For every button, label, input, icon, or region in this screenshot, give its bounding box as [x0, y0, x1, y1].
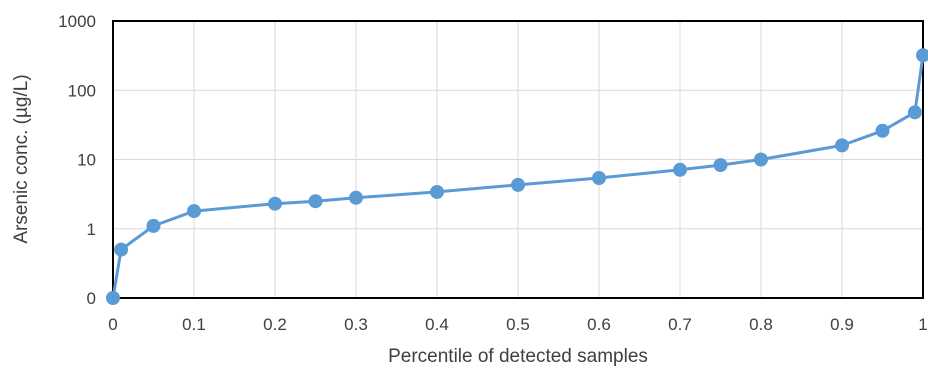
x-tick-label: 1 [918, 315, 927, 334]
x-tick-label: 0.1 [182, 315, 206, 334]
plot-area-frame [112, 20, 924, 299]
x-tick-label: 0.6 [587, 315, 611, 334]
data-point [907, 105, 922, 120]
x-tick-label: 0.3 [344, 315, 368, 334]
x-tick-label: 0.9 [830, 315, 854, 334]
y-axis-title: Arsenic conc. (µg/L) [11, 74, 32, 243]
x-tick-label: 0.4 [425, 315, 449, 334]
data-point [349, 190, 363, 205]
gridlines [113, 21, 923, 298]
y-tick-label: 100 [68, 81, 96, 100]
data-point [875, 123, 890, 138]
y-tick-label: 1000 [58, 12, 96, 31]
x-axis-title: Percentile of detected samples [388, 346, 648, 367]
y-tick-label: 0 [87, 289, 96, 308]
data-point [430, 184, 444, 199]
data-point [511, 177, 525, 192]
data-point [713, 158, 728, 173]
x-tick-label: 0.7 [668, 315, 692, 334]
data-point [187, 204, 201, 219]
x-tick-label: 0.2 [263, 315, 287, 334]
x-tick-labels: 0 0.1 0.2 0.3 0.4 0.5 0.6 0.7 0.8 0.9 1 [108, 315, 927, 334]
x-tick-label: 0 [108, 315, 117, 334]
data-point [114, 242, 129, 257]
data-point [106, 291, 120, 305]
series-layer [106, 48, 928, 305]
y-tick-label: 10 [77, 151, 96, 170]
y-tick-label: 1 [87, 220, 96, 239]
data-point [592, 171, 606, 186]
x-tick-label: 0.5 [506, 315, 530, 334]
x-tick-label: 0.8 [749, 315, 773, 334]
y-tick-labels: 0 1 10 100 1000 [58, 12, 96, 308]
data-point [835, 138, 849, 153]
data-point [916, 48, 928, 63]
data-point [308, 194, 323, 209]
data-point [146, 218, 161, 233]
data-point [268, 196, 282, 211]
data-point [754, 152, 768, 167]
data-point [673, 162, 687, 177]
